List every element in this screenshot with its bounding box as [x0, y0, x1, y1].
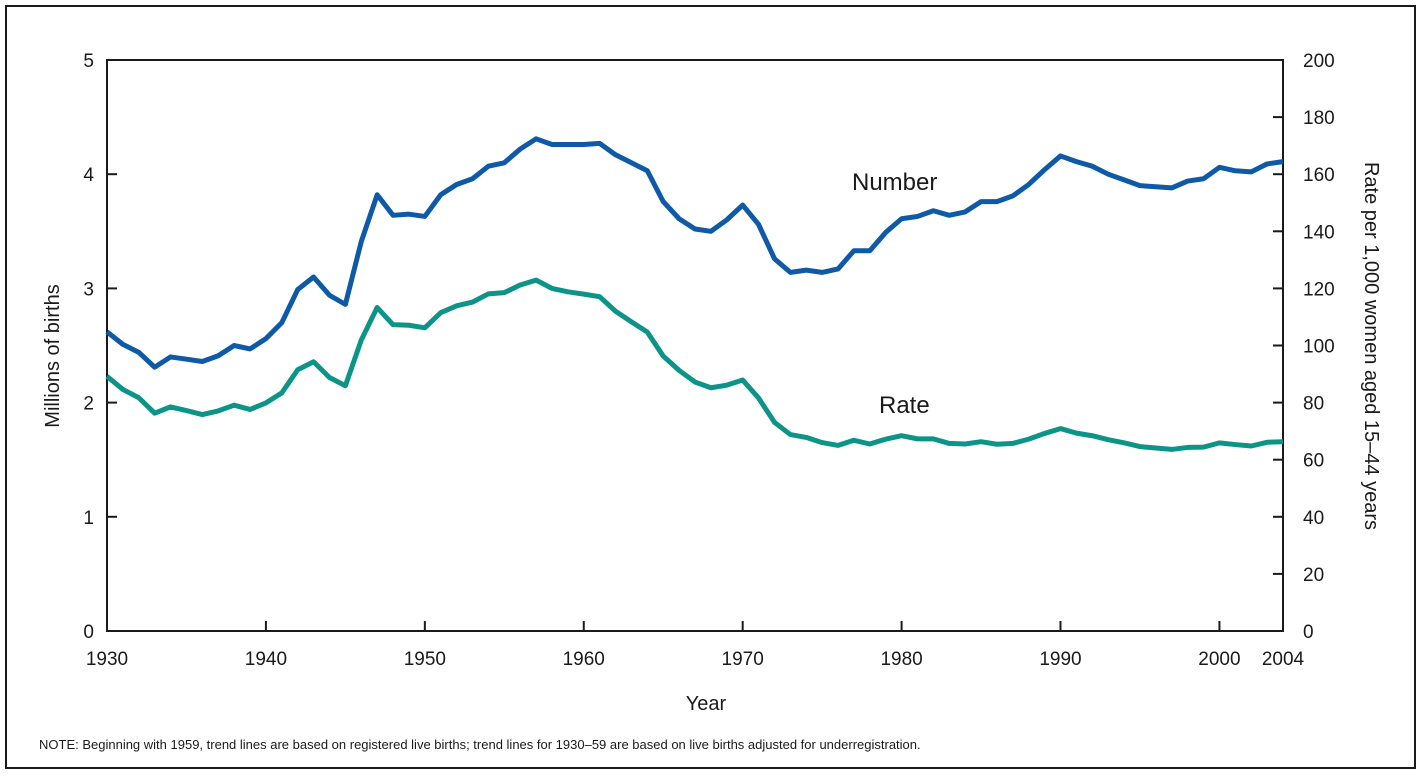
right-y-tick-label: 100 [1303, 337, 1335, 358]
plot-area [106, 59, 1284, 632]
right-y-tick-label: 120 [1303, 279, 1335, 300]
left-y-tick-label: 1 [83, 508, 94, 529]
left-y-axis-title: Millions of births [42, 284, 64, 427]
right-y-tick-label: 0 [1303, 622, 1314, 643]
series-label-rate: Rate [879, 392, 930, 419]
plot-border [106, 59, 1284, 632]
right-y-tick-label: 80 [1303, 394, 1324, 415]
left-y-tick-label: 3 [83, 279, 94, 300]
x-tick-label: 1950 [404, 649, 446, 670]
right-y-tick-label: 20 [1303, 565, 1324, 586]
left-y-tick-label: 0 [83, 622, 94, 643]
right-y-tick-label: 160 [1303, 165, 1335, 186]
x-tick-label: 1970 [722, 649, 764, 670]
right-y-axis: 0 20 40 60 80 100 120 140 160 180 200 [1273, 51, 1335, 643]
left-y-tick-label: 4 [83, 165, 94, 186]
right-y-tick-label: 140 [1303, 222, 1335, 243]
series-line-rate [105, 277, 1284, 452]
series-label-number: Number [852, 169, 937, 196]
right-y-tick-label: 180 [1303, 108, 1335, 129]
x-tick-label: 1940 [245, 649, 287, 670]
x-axis: 1930 1940 1950 1960 1970 1980 1990 2000 2004 [86, 621, 1305, 670]
footnote: NOTE: Beginning with 1959, trend lines a… [39, 737, 921, 752]
series-line-number [105, 136, 1284, 370]
right-y-tick-label: 200 [1303, 51, 1335, 72]
left-y-axis: 0 1 2 3 4 5 [83, 51, 117, 643]
x-tick-label: 2004 [1262, 649, 1305, 670]
right-y-tick-label: 40 [1303, 508, 1324, 529]
x-axis-title: Year [686, 693, 727, 715]
right-y-axis-title: Rate per 1,000 women aged 15–44 years [1360, 162, 1382, 530]
x-tick-label: 2000 [1198, 649, 1240, 670]
left-y-tick-label: 5 [83, 51, 94, 72]
left-y-tick-label: 2 [83, 394, 94, 415]
x-tick-label: 1930 [86, 649, 128, 670]
series-lines [105, 136, 1284, 452]
x-tick-label: 1960 [563, 649, 605, 670]
x-tick-label: 1990 [1039, 649, 1081, 670]
x-tick-label: 1980 [880, 649, 922, 670]
right-y-tick-label: 60 [1303, 451, 1324, 472]
